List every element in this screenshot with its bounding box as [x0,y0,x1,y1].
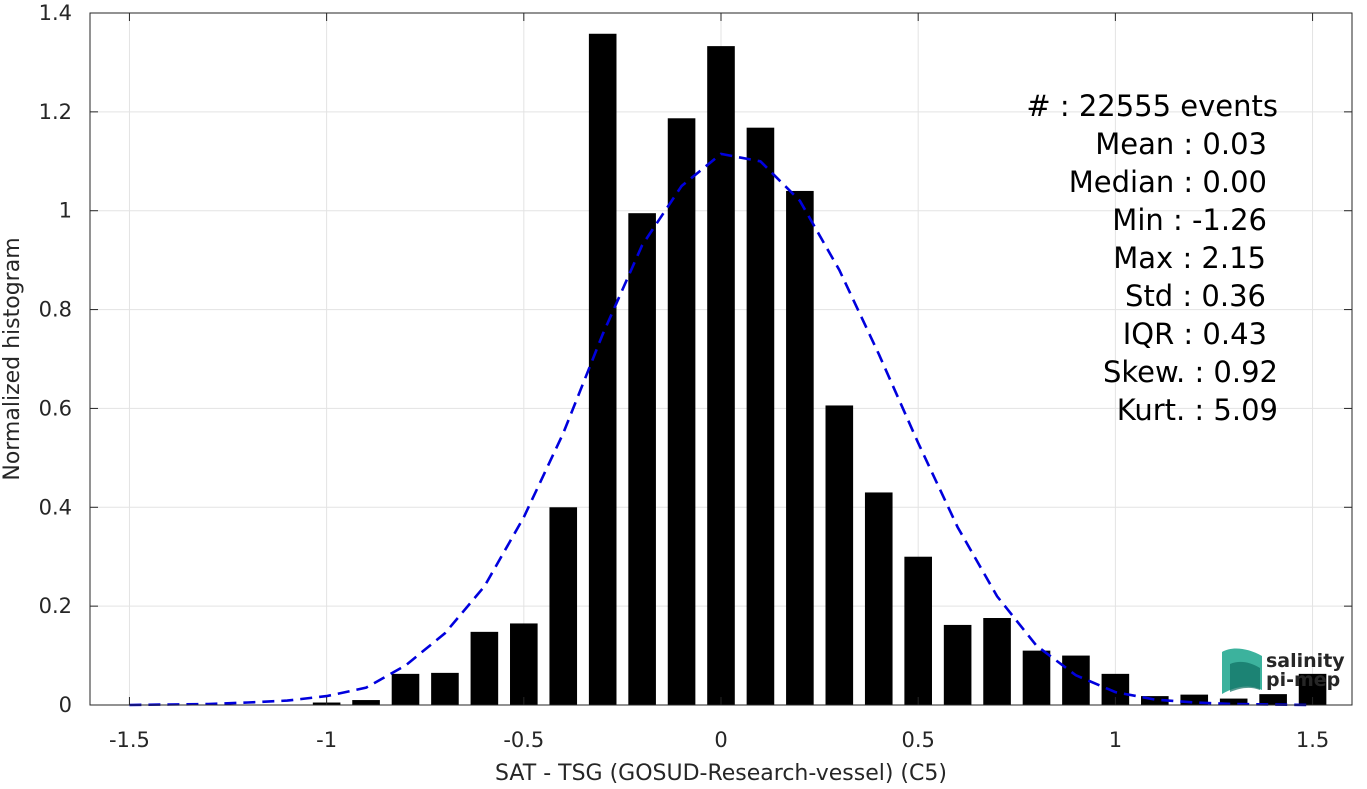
y-tick-label: 1.2 [39,100,72,124]
tick-labels: -1.5 -1 -0.5 0 0.5 1 1.5 0 0.2 0.4 0.6 0.8 1 1.2 1.4 [39,1,1330,752]
histogram-bar [864,492,893,705]
x-tick-label: 1 [1109,728,1122,752]
stats-kurt: Kurt. : 5.09 [1117,393,1278,427]
histogram-bar [707,46,735,706]
logo-text-salinity: salinity [1266,650,1345,672]
histogram-bar [1022,650,1051,705]
histogram-bar [825,405,854,705]
histogram-bar [391,673,420,705]
y-axis-label: Normalized histogram [0,237,25,480]
histogram-bar [431,672,459,705]
x-tick-label: -1 [316,728,337,752]
histogram-bar [1259,694,1287,705]
histogram-bar [588,33,617,705]
x-tick-label: 0.5 [901,728,934,752]
y-tick-label: 0.4 [39,495,72,519]
logo-wave-icon-shade [1230,661,1260,692]
y-tick-label: 0 [59,693,72,717]
y-tick-label: 1.4 [39,1,72,25]
histogram-bar [983,618,1011,705]
histogram-bar [1062,655,1090,705]
x-axis-label: SAT - TSG (GOSUD-Research-vessel) (C5) [495,761,947,785]
histogram-bar [786,190,814,705]
stats-skew: Skew. : 0.92 [1103,355,1278,389]
histogram-bar [1219,698,1248,705]
x-tick-label: 1.5 [1296,728,1329,752]
histogram-bar [352,700,380,705]
y-tick-label: 0.6 [39,396,72,420]
x-tick-label: -0.5 [503,728,544,752]
stats-mean: Mean : 0.03 [1095,127,1267,161]
y-tick-label: 1 [59,199,72,223]
logo-text-pimep: pi-mep [1266,669,1340,691]
axis-ticks [90,12,1352,706]
gaussian-fit-curve [129,152,1313,707]
stats-min: Min : -1.26 [1112,203,1267,237]
y-tick-label: 0.2 [39,594,72,618]
x-tick-label: 0 [714,728,727,752]
stats-box: # : 22555 events Mean : 0.03 Median : 0.… [1026,89,1278,427]
histogram-bar [470,631,499,705]
histogram-bar [904,556,932,705]
y-tick-label: 0.8 [39,298,72,322]
histogram-bar [549,507,578,705]
histogram-bar [510,623,538,705]
stats-iqr: IQR : 0.43 [1123,317,1267,351]
stats-median: Median : 0.00 [1069,165,1267,199]
x-tick-label: -1.5 [109,728,150,752]
histogram-bar [628,213,656,705]
salinity-pimep-logo: salinity pi-mep [1222,648,1345,694]
stats-events: # : 22555 events [1026,89,1278,123]
histogram-bar [1141,696,1169,705]
stats-max: Max : 2.15 [1113,241,1266,275]
histogram-bar [667,118,696,706]
histogram-bar [746,127,775,705]
stats-std: Std : 0.36 [1125,279,1266,313]
histogram-bar [1180,694,1209,705]
histogram-bar [943,624,972,705]
